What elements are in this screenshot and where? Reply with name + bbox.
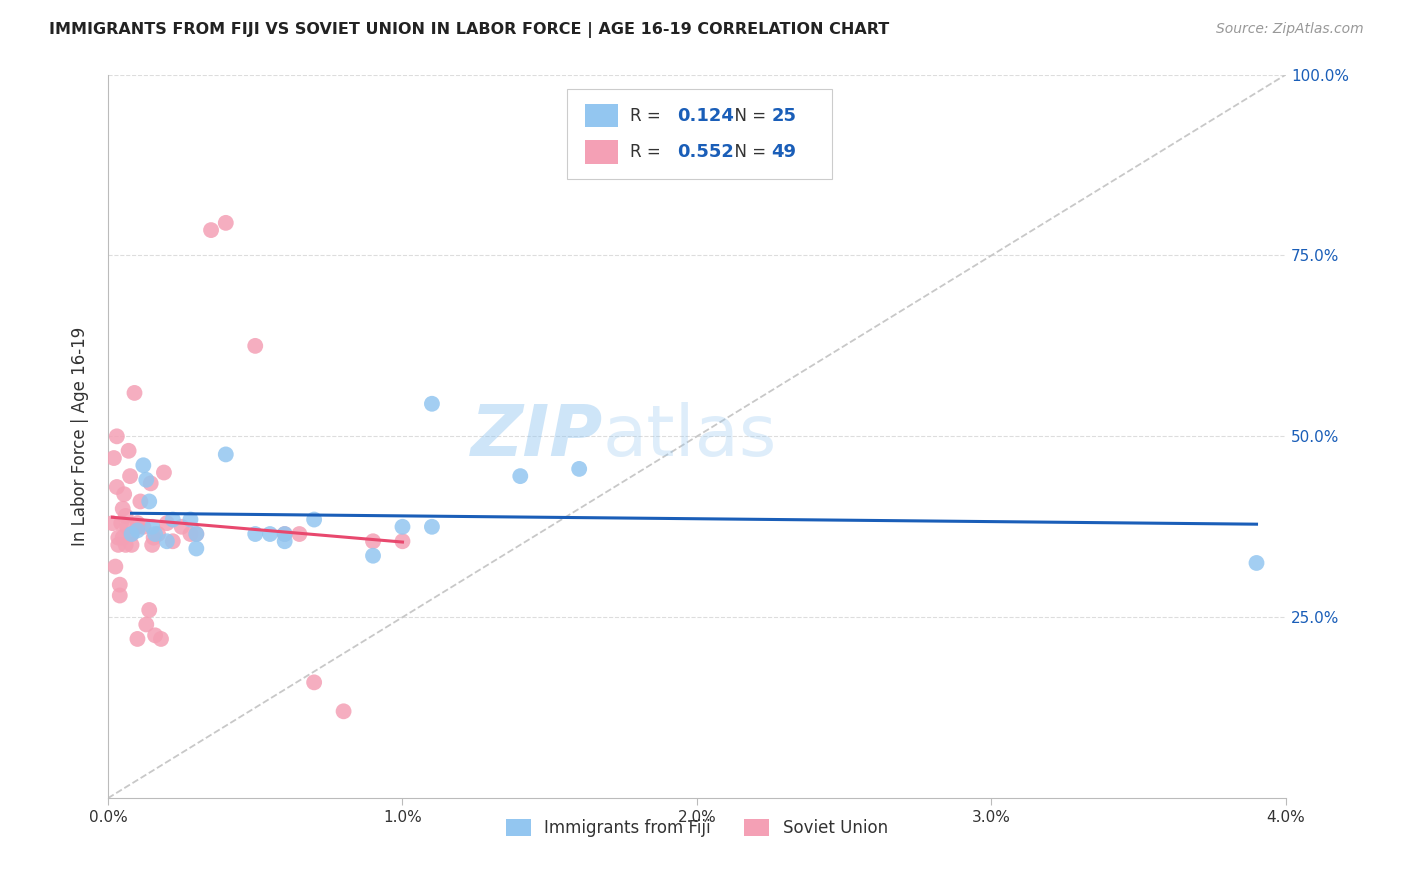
Point <box>105 429 128 443</box>
Point <box>121 527 143 541</box>
Point <box>568 462 591 476</box>
Point <box>186 527 208 541</box>
Point <box>127 516 149 531</box>
Point <box>150 632 173 646</box>
Point <box>179 512 201 526</box>
Point <box>156 534 179 549</box>
Text: 0.552: 0.552 <box>676 143 734 161</box>
Point <box>111 531 134 545</box>
Point <box>111 501 134 516</box>
Point <box>186 541 208 556</box>
Point <box>108 577 131 591</box>
Point <box>104 559 127 574</box>
Text: 49: 49 <box>770 143 796 161</box>
Point <box>215 216 238 230</box>
Point <box>114 538 136 552</box>
Point <box>146 527 169 541</box>
Text: 25: 25 <box>770 107 796 125</box>
Point <box>153 466 176 480</box>
Point <box>120 469 142 483</box>
Point <box>114 508 136 523</box>
Point <box>509 469 531 483</box>
Point <box>162 512 184 526</box>
Point <box>132 458 155 473</box>
Point <box>138 603 160 617</box>
Text: ZIP: ZIP <box>471 401 603 471</box>
Text: R =: R = <box>630 107 666 125</box>
Point <box>170 520 193 534</box>
Point <box>391 520 413 534</box>
Point <box>162 534 184 549</box>
Point <box>141 520 163 534</box>
Point <box>141 538 163 552</box>
Point <box>361 549 384 563</box>
Text: IMMIGRANTS FROM FIJI VS SOVIET UNION IN LABOR FORCE | AGE 16-19 CORRELATION CHAR: IMMIGRANTS FROM FIJI VS SOVIET UNION IN … <box>49 22 890 38</box>
Point <box>135 617 157 632</box>
Point <box>121 527 143 541</box>
Point <box>273 534 295 549</box>
Point <box>132 520 155 534</box>
Point <box>127 520 149 534</box>
Point <box>143 628 166 642</box>
Point <box>420 520 443 534</box>
Point <box>121 538 143 552</box>
Text: Source: ZipAtlas.com: Source: ZipAtlas.com <box>1216 22 1364 37</box>
Text: N =: N = <box>724 107 772 125</box>
Point <box>127 632 149 646</box>
Point <box>245 339 267 353</box>
Point <box>117 443 139 458</box>
Point <box>108 589 131 603</box>
Point <box>127 524 149 538</box>
Point <box>103 450 125 465</box>
Point <box>139 476 162 491</box>
Point <box>110 516 132 531</box>
Point <box>156 516 179 531</box>
Point <box>1246 556 1268 570</box>
Point <box>259 527 281 541</box>
Point <box>142 531 165 545</box>
Point <box>215 447 238 461</box>
Point <box>420 397 443 411</box>
Point <box>245 527 267 541</box>
Legend: Immigrants from Fiji, Soviet Union: Immigrants from Fiji, Soviet Union <box>499 813 894 844</box>
Point <box>107 538 129 552</box>
FancyBboxPatch shape <box>568 89 832 179</box>
FancyBboxPatch shape <box>585 104 619 128</box>
Point <box>200 223 222 237</box>
Text: atlas: atlas <box>603 401 778 471</box>
Point <box>129 494 152 508</box>
Point <box>138 494 160 508</box>
FancyBboxPatch shape <box>585 140 619 163</box>
Point <box>179 527 201 541</box>
Point <box>391 534 413 549</box>
Point <box>105 480 128 494</box>
Point <box>112 487 135 501</box>
Text: 0.124: 0.124 <box>676 107 734 125</box>
Point <box>273 527 295 541</box>
Point <box>332 704 354 718</box>
Point <box>115 520 138 534</box>
Point <box>302 675 325 690</box>
Y-axis label: In Labor Force | Age 16-19: In Labor Force | Age 16-19 <box>72 326 89 546</box>
Text: N =: N = <box>724 143 772 161</box>
Text: R =: R = <box>630 143 666 161</box>
Point <box>302 512 325 526</box>
Point <box>288 527 311 541</box>
Point <box>124 385 146 400</box>
Point <box>135 473 157 487</box>
Point <box>273 527 295 541</box>
Point <box>107 531 129 545</box>
Point <box>101 516 124 531</box>
Point <box>143 527 166 541</box>
Point <box>186 527 208 541</box>
Point <box>361 534 384 549</box>
